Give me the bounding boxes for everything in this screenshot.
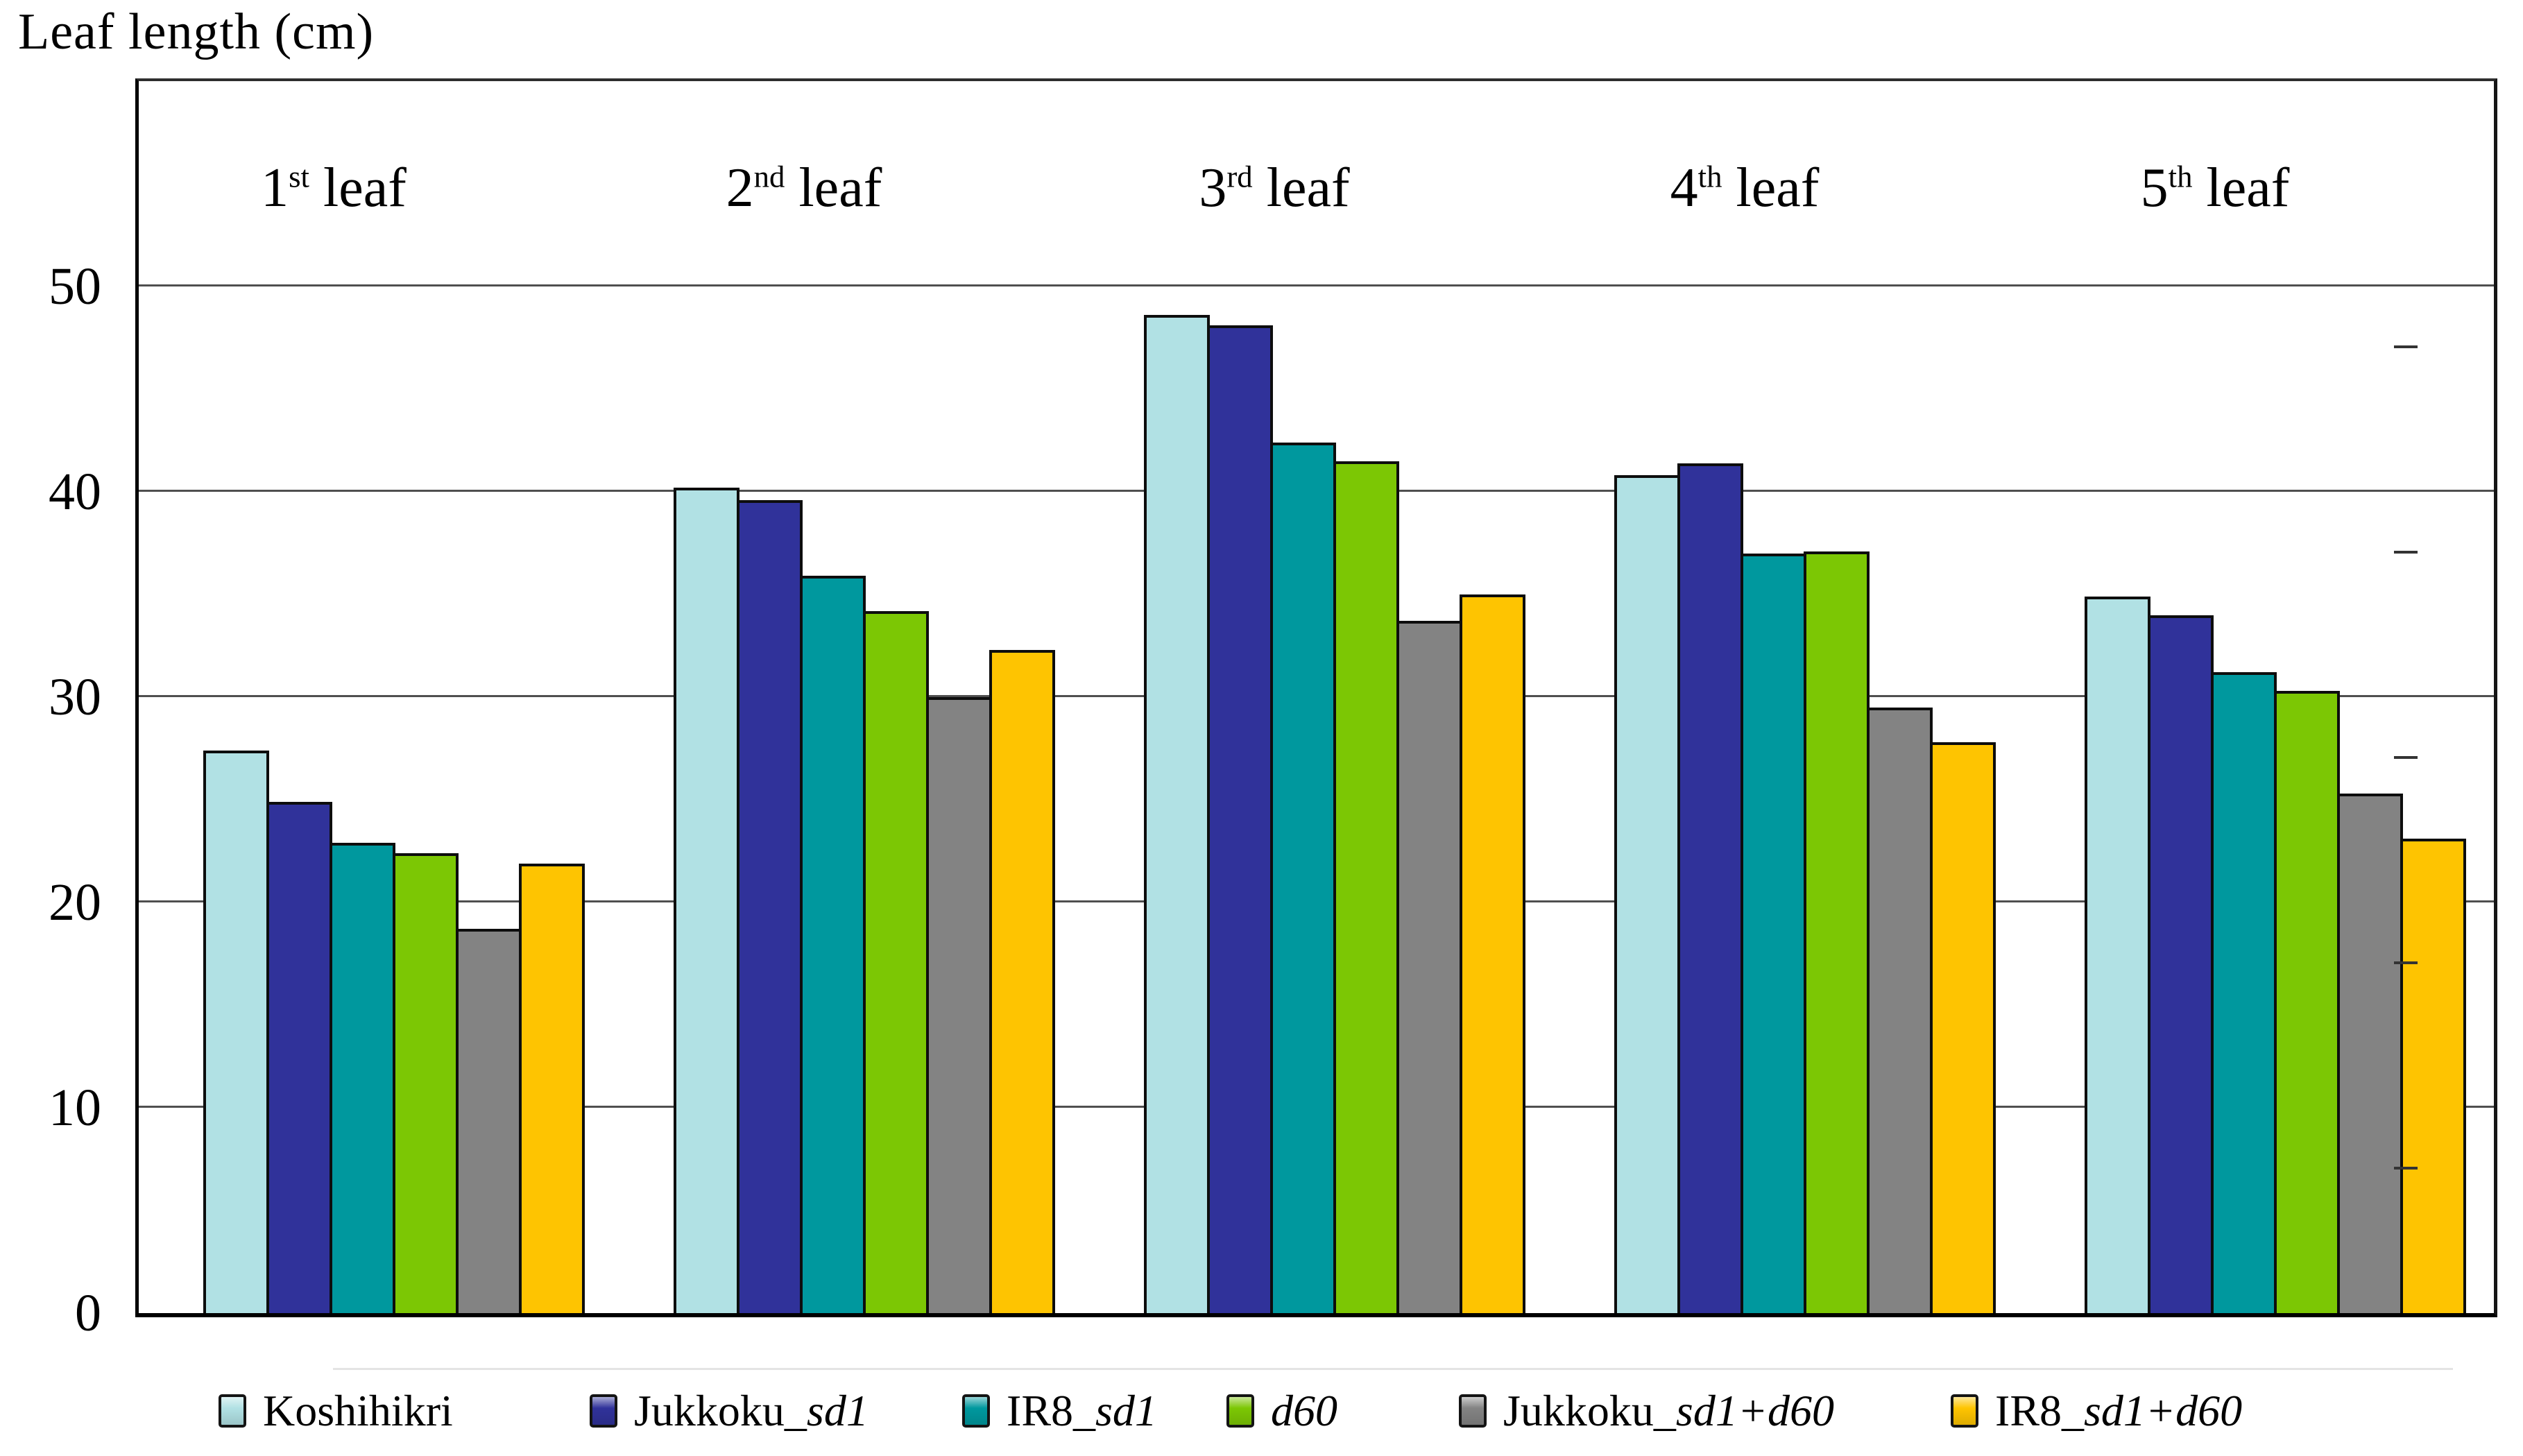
bar-IR8_sd1-4th-leaf	[1741, 553, 1806, 1313]
category-label-1: 1st leaf	[261, 157, 407, 219]
bar-group-2	[674, 81, 1055, 1313]
legend-swatch-Koshihikri	[219, 1394, 246, 1428]
bar-Koshihikri-3rd-leaf	[1144, 315, 1210, 1313]
bar-group-3	[1144, 81, 1525, 1313]
y-tick-label-20: 20	[49, 873, 101, 932]
bar-d60-1st-leaf	[393, 853, 459, 1313]
category-label-3: 3rd leaf	[1199, 157, 1350, 219]
category-label-2: 2nd leaf	[726, 157, 882, 219]
bar-Jukkoku_sd1-5th-leaf	[2148, 615, 2214, 1313]
category-label-5: 5th leaf	[2140, 157, 2290, 219]
bar-d60-5th-leaf	[2274, 691, 2340, 1313]
legend-item-Jukkoku_sd1: Jukkoku_sd1	[590, 1385, 869, 1437]
chart-title: Leaf length (cm)	[18, 3, 375, 60]
y-tick-label-40: 40	[49, 463, 101, 521]
legend-label-Jukkoku_sd1: Jukkoku_sd1	[634, 1386, 869, 1435]
y-tick-label-50: 50	[49, 257, 101, 316]
y-tick-50	[2394, 1167, 2418, 1170]
bar-Jukkoku_sd1-2nd-leaf	[737, 499, 803, 1313]
legend-swatch-IR8_sd1+d60	[1951, 1394, 1978, 1428]
y-tick-30	[2394, 756, 2418, 759]
bar-group-1	[203, 81, 585, 1313]
legend-label-IR8_sd1: IR8_sd1	[1007, 1386, 1157, 1435]
y-tick-label-0: 0	[75, 1284, 101, 1342]
legend-swatch-d60	[1226, 1394, 1254, 1428]
y-axis: 0 10 20 30 40 50	[0, 78, 129, 1339]
bar-group-5	[2085, 81, 2466, 1313]
y-tick-label-10: 10	[49, 1079, 101, 1137]
bar-Koshihikri-2nd-leaf	[674, 488, 739, 1313]
legend-label-IR8_sd1+d60: IR8_sd1+d60	[1995, 1386, 2243, 1435]
bar-d60-4th-leaf	[1804, 551, 1870, 1313]
bar-IR8_sd1+d60-2nd-leaf	[989, 649, 1055, 1313]
legend-swatch-Jukkoku_sd1+d60	[1459, 1394, 1487, 1428]
bar-IR8_sd1+d60-3rd-leaf	[1460, 594, 1525, 1313]
gridline-50	[139, 284, 2494, 286]
legend-item-d60: d60	[1226, 1385, 1337, 1437]
legend-label-Koshihikri: Koshihikri	[263, 1386, 453, 1435]
legend-item-IR8_sd1: IR8_sd1	[962, 1385, 1157, 1437]
bar-IR8_sd1+d60-4th-leaf	[1930, 742, 1996, 1313]
legend-item-Koshihikri: Koshihikri	[219, 1385, 453, 1437]
bar-IR8_sd1-5th-leaf	[2211, 672, 2277, 1313]
legend-swatch-Jukkoku_sd1	[590, 1394, 617, 1428]
y-tick-20	[2394, 551, 2418, 554]
legend-swatch-IR8_sd1	[962, 1394, 990, 1428]
bar-IR8_sd1+d60-5th-leaf	[2400, 839, 2466, 1313]
legend-item-IR8_sd1+d60: IR8_sd1+d60	[1951, 1385, 2242, 1437]
y-tick-40	[2394, 961, 2418, 964]
legend-divider	[333, 1368, 2453, 1370]
y-tick-label-30: 30	[49, 668, 101, 726]
legend-item-Jukkoku_sd1+d60: Jukkoku_sd1+d60	[1459, 1385, 1834, 1437]
y-tick-10	[2394, 345, 2418, 348]
category-labels-layer: 1st leaf 2nd leaf 3rd leaf 4th leaf 5th leaf	[139, 81, 2494, 1313]
category-label-4: 4th leaf	[1670, 157, 1820, 219]
bar-IR8_sd1+d60-1st-leaf	[519, 863, 585, 1313]
bars-layer	[139, 81, 2494, 1313]
legend-label-d60: d60	[1271, 1386, 1337, 1435]
bar-Jukkoku_sd1+d60-4th-leaf	[1867, 707, 1933, 1313]
plot-area: 1st leaf 2nd leaf 3rd leaf 4th leaf 5th leaf	[135, 78, 2497, 1317]
bar-group-4	[1614, 81, 1996, 1313]
legend-label-Jukkoku_sd1+d60: Jukkoku_sd1+d60	[1503, 1386, 1834, 1435]
